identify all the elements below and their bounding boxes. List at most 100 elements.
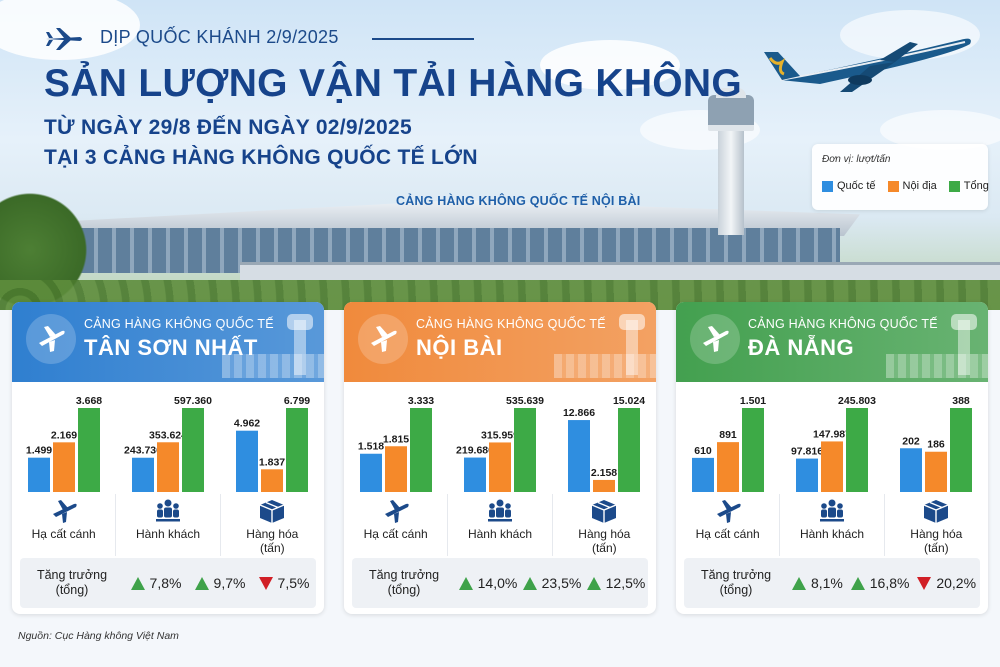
airport-name: TÂN SƠN NHẤT xyxy=(84,335,258,360)
bar-value-label: 186 xyxy=(927,439,945,451)
airliner-icon xyxy=(764,38,971,92)
bar-domestic xyxy=(821,441,843,492)
airport-name: ĐÀ NẴNG xyxy=(748,335,855,360)
up-arrow-icon xyxy=(194,576,209,590)
legend: Đơn vị: lượt/tấn Quốc tế Nội địa Tổng xyxy=(812,144,989,210)
growth-value: 9,7% xyxy=(194,575,245,591)
legend-swatch xyxy=(822,180,833,192)
growth-label: Tăng trưởng (tổng) xyxy=(700,568,772,597)
bar-value-label: 2.169 xyxy=(51,429,77,441)
bar-value-label: 535.639 xyxy=(506,395,544,407)
bar-value-label: 1.499 xyxy=(26,445,52,457)
bar-domestic xyxy=(385,446,407,492)
eyebrow-text: DỊP QUỐC KHÁNH 2/9/2025 xyxy=(100,27,339,47)
growth-value: 23,5% xyxy=(522,575,581,591)
bar-value-label: 219.680 xyxy=(456,445,494,457)
category-row: Hạ cất cánh Hành khách Hàng hóa (tấn) xyxy=(676,494,988,556)
up-arrow-icon xyxy=(791,576,806,590)
growth-value: 7,8% xyxy=(130,575,181,591)
passengers-icon xyxy=(818,498,846,524)
airport-prefix: CẢNG HÀNG KHÔNG QUỐC TẾ xyxy=(84,317,274,331)
bar-domestic xyxy=(53,442,75,492)
bar-total xyxy=(182,408,204,492)
bar-value-label: 610 xyxy=(694,445,712,457)
airport-plane-icon xyxy=(358,314,408,364)
bar-value-label: 245.803 xyxy=(838,395,876,407)
category-cell: Hành khách xyxy=(780,494,885,556)
terminal-sign: CẢNG HÀNG KHÔNG QUỐC TẾ NỘI BÀI xyxy=(396,194,641,208)
category-row: Hạ cất cánh Hành khách Hàng hóa (tấn) xyxy=(12,494,324,556)
up-arrow-icon xyxy=(458,576,473,590)
bar-value-label: 1.501 xyxy=(740,395,766,407)
up-arrow-icon xyxy=(586,576,601,590)
category-label: Hàng hóa (tấn) xyxy=(246,527,299,555)
plane-icon xyxy=(46,28,82,50)
category-cell: Hạ cất cánh xyxy=(676,494,781,556)
subtitle-dates: TỪ NGÀY 29/8 ĐẾN NGÀY 02/9/2025 xyxy=(44,116,412,139)
cargo-box-icon xyxy=(258,498,286,524)
bar-chart: 1.499 2.169 3.668 243.736 353.624 597.360 4.96… xyxy=(26,395,310,492)
bar-value-label: 1.815 xyxy=(383,433,409,445)
panel-header: CẢNG HÀNG KHÔNG QUỐC TẾ NỘI BÀI xyxy=(344,302,656,382)
growth-row: Tăng trưởng (tổng) 8,1% 16,8% 20,2% xyxy=(684,558,980,608)
growth-value: 12,5% xyxy=(586,575,645,591)
airport-name: NỘI BÀI xyxy=(416,335,503,360)
bar-international xyxy=(464,457,486,492)
plane-icon xyxy=(382,498,410,524)
bar-value-label: 15.024 xyxy=(613,395,645,407)
bar-total xyxy=(78,408,100,492)
page-title: SẢN LƯỢNG VẬN TẢI HÀNG KHÔNG xyxy=(44,62,743,105)
category-cell: Hạ cất cánh xyxy=(344,494,449,556)
bar-value-label: 891 xyxy=(719,429,737,441)
airport-plane-icon xyxy=(690,314,740,364)
bar-international xyxy=(360,453,382,492)
bar-value-label: 315.959 xyxy=(481,429,519,441)
airport-prefix: CẢNG HÀNG KHÔNG QUỐC TẾ xyxy=(416,317,606,331)
bar-value-label: 2.158 xyxy=(591,467,617,479)
category-row: Hạ cất cánh Hành khách Hàng hóa (tấn) xyxy=(344,494,656,556)
passengers-icon xyxy=(154,498,182,524)
bar-value-label: 4.962 xyxy=(234,418,260,430)
category-cell: Hành khách xyxy=(116,494,221,556)
up-arrow-icon xyxy=(850,576,865,590)
growth-row: Tăng trưởng (tổng) 14,0% 23,5% 12,5% xyxy=(352,558,648,608)
bar-value-label: 3.333 xyxy=(408,395,434,407)
growth-label: Tăng trưởng (tổng) xyxy=(36,568,108,597)
growth-label: Tăng trưởng (tổng) xyxy=(368,568,440,597)
bar-value-label: 97.816 xyxy=(791,446,823,458)
bar-international xyxy=(236,430,258,492)
legend-swatch xyxy=(948,180,960,192)
bar-domestic xyxy=(717,442,739,492)
growth-value: 16,8% xyxy=(850,575,909,591)
bar-value-label: 597.360 xyxy=(174,395,212,407)
plane-icon xyxy=(50,498,78,524)
bar-value-label: 6.799 xyxy=(284,395,310,407)
bar-value-label: 12.866 xyxy=(563,407,595,419)
bar-international xyxy=(568,420,590,492)
bar-domestic xyxy=(157,442,179,492)
plane-icon xyxy=(714,498,742,524)
bar-international xyxy=(900,448,922,492)
subtitle-airports: TẠI 3 CẢNG HÀNG KHÔNG QUỐC TẾ LỚN xyxy=(44,146,478,169)
bar-international xyxy=(132,457,154,492)
category-cell: Hàng hóa (tấn) xyxy=(553,494,656,556)
bar-domestic xyxy=(261,469,283,492)
bar-chart: 610 891 1.501 97.816 147.987 245.803 202 186 388 xyxy=(692,395,972,492)
bar-value-label: 1.518 xyxy=(358,441,384,453)
bar-domestic xyxy=(925,451,947,492)
bar-total xyxy=(286,408,308,492)
bar-value-label: 353.624 xyxy=(149,429,187,441)
bar-international xyxy=(28,457,50,492)
category-cell: Hàng hóa (tấn) xyxy=(221,494,324,556)
legend-swatch xyxy=(887,180,899,192)
category-cell: Hàng hóa (tấn) xyxy=(885,494,988,556)
growth-value: 14,0% xyxy=(458,575,517,591)
category-cell: Hạ cất cánh xyxy=(12,494,117,556)
passengers-icon xyxy=(486,498,514,524)
bar-total xyxy=(618,408,640,492)
bar-value-label: 388 xyxy=(952,395,970,407)
panel-tan-son-nhat: CẢNG HÀNG KHÔNG QUỐC TẾ TÂN SƠN NHẤT 1.499… xyxy=(12,302,324,614)
growth-value: 7,5% xyxy=(258,575,309,591)
up-arrow-icon xyxy=(130,576,145,590)
control-tower xyxy=(718,125,744,235)
